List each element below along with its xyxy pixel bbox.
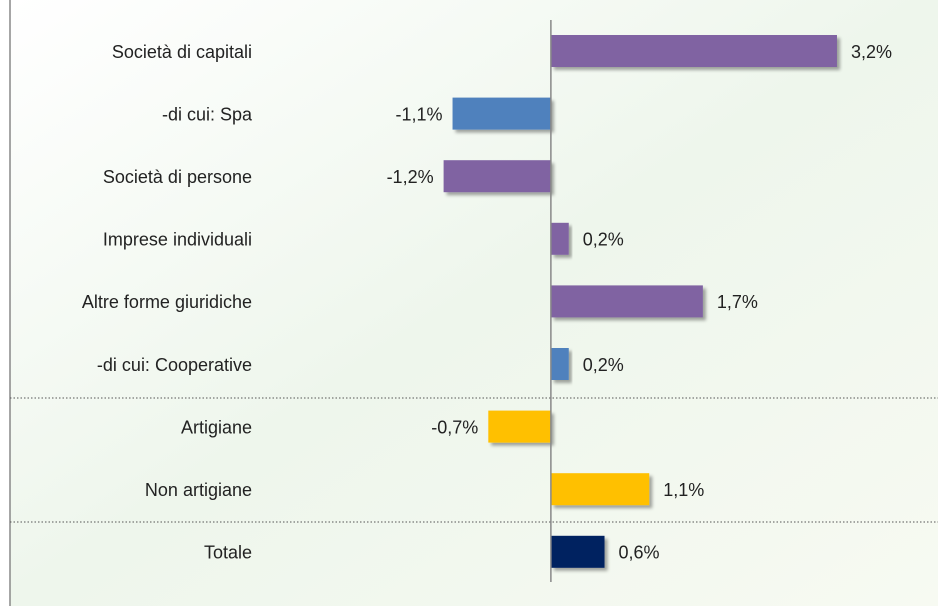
value-label: -0,7% [431, 417, 478, 437]
bar [443, 160, 551, 193]
value-label: 3,2% [851, 42, 892, 62]
bar [550, 222, 569, 255]
category-label: Altre forme giuridiche [82, 292, 252, 312]
value-label: 1,1% [663, 480, 704, 500]
bar [550, 473, 650, 506]
category-label: Società di persone [103, 167, 252, 187]
bar [488, 410, 551, 443]
value-label: -1,1% [396, 104, 443, 124]
bar [550, 348, 569, 380]
category-label: Imprese individuali [103, 230, 252, 250]
value-label: 0,6% [619, 543, 660, 563]
category-label: Totale [204, 543, 252, 563]
value-label: 1,7% [717, 292, 758, 312]
category-label: -di cui: Spa [162, 104, 253, 124]
value-label: 0,2% [583, 355, 624, 375]
category-label: -di cui: Cooperative [97, 355, 252, 375]
bar [550, 285, 703, 318]
bar [452, 97, 551, 130]
category-label: Non artigiane [145, 480, 252, 500]
value-label: -1,2% [387, 167, 434, 187]
value-label: 0,2% [583, 230, 624, 250]
bar [550, 35, 837, 67]
category-label: Società di capitali [112, 42, 252, 62]
category-label: Artigiane [181, 417, 252, 437]
bar [550, 535, 605, 568]
